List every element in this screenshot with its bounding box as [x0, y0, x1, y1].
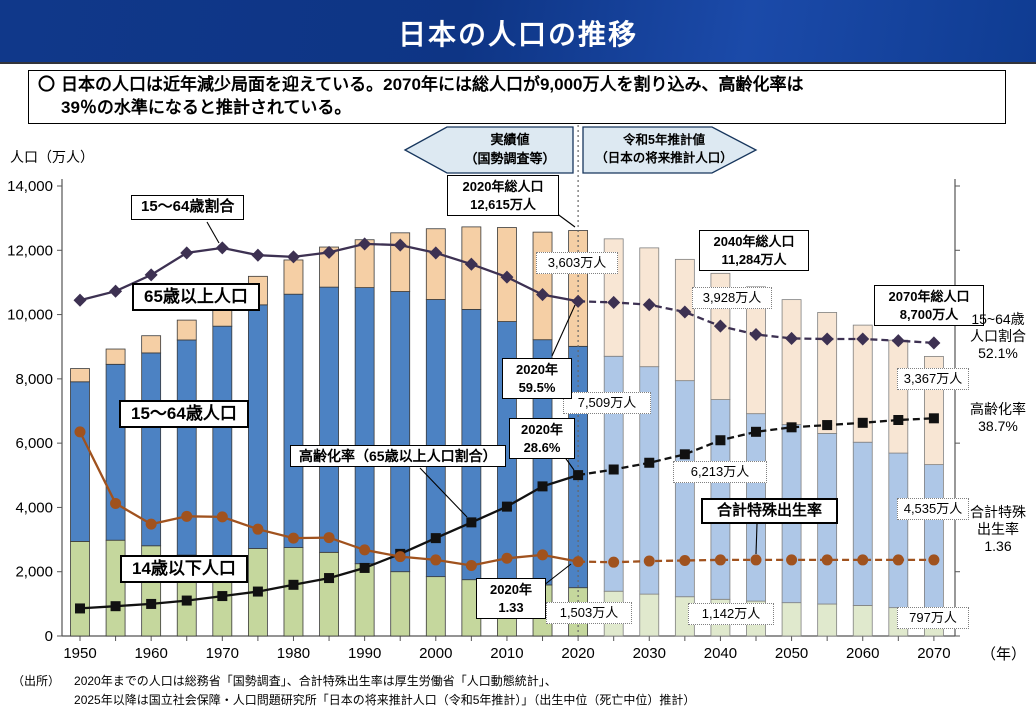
callout-total-2040: 2040年総人口 11,284万人 — [699, 230, 809, 272]
y-axis-title: 人口（万人） — [10, 149, 94, 165]
label-aging-rate: 高齢化率（65歳以上人口割合） — [290, 445, 506, 468]
end-label-aging: 高齢化率 38.7% — [970, 401, 1026, 435]
svg-text:2050: 2050 — [775, 645, 808, 662]
value-2040-65plus: 3,928万人 — [692, 287, 772, 310]
end-label-tfr: 合計特殊 出生率 1.36 — [970, 504, 1026, 555]
callout-2020-aging: 2020年 28.6% — [509, 418, 575, 460]
svg-text:14,000: 14,000 — [7, 178, 53, 195]
label-pop-15-64: 15～64歳人口 — [119, 400, 249, 429]
svg-text:6,000: 6,000 — [15, 435, 53, 452]
callout-2020-ratio: 2020年 59.5% — [502, 358, 572, 400]
value-2070-15-64: 4,535万人 — [897, 498, 969, 521]
svg-text:2000: 2000 — [419, 645, 452, 662]
svg-text:2010: 2010 — [490, 645, 523, 662]
source-note: （出所） 2020年までの人口は総務省「国勢調査」、合計特殊出生率は厚生労働省「… — [12, 672, 695, 709]
value-2020-15-64: 7,509万人 — [563, 392, 651, 415]
summary-bullet: 〇 — [38, 75, 55, 94]
svg-text:1970: 1970 — [206, 645, 239, 662]
svg-text:2,000: 2,000 — [15, 564, 53, 581]
svg-text:2070: 2070 — [917, 645, 950, 662]
svg-text:12,000: 12,000 — [7, 242, 53, 259]
svg-text:4,000: 4,000 — [15, 499, 53, 516]
svg-text:2040: 2040 — [704, 645, 737, 662]
value-2040-15-64: 6,213万人 — [673, 461, 767, 484]
summary-text: 日本の人口は近年減少局面を迎えている。2070年には総人口が9,000万人を割り… — [61, 75, 804, 117]
value-2020-65plus: 3,603万人 — [536, 252, 618, 275]
label-pop-0-14: 14歳以下人口 — [120, 555, 248, 584]
summary-box: 〇 日本の人口は近年減少局面を迎えている。2070年には総人口が9,000万人を… — [28, 70, 1006, 124]
svg-text:2060: 2060 — [846, 645, 879, 662]
svg-text:8,000: 8,000 — [15, 371, 53, 388]
end-label-ratio: 15~64歳 人口割合 52.1% — [970, 311, 1026, 362]
label-pop-65plus: 65歳以上人口 — [132, 283, 260, 312]
svg-text:1980: 1980 — [277, 645, 310, 662]
value-2040-0-14: 1,142万人 — [688, 603, 774, 626]
svg-text:2030: 2030 — [633, 645, 666, 662]
label-tfr: 合計特殊出生率 — [701, 498, 839, 525]
value-2070-0-14: 797万人 — [897, 607, 969, 630]
source-prefix: （出所） — [12, 674, 61, 688]
svg-text:2020: 2020 — [561, 645, 594, 662]
callout-total-2020: 2020年総人口 12,615万人 — [447, 175, 559, 217]
svg-text:1950: 1950 — [63, 645, 96, 662]
x-axis-unit: （年） — [981, 646, 1027, 663]
period-arrow-projection-label: 令和5年推計値 （日本の将来推計人口） — [595, 133, 733, 166]
svg-text:1990: 1990 — [348, 645, 381, 662]
period-arrow-actual-label: 実績値 （国勢調査等） — [464, 132, 556, 166]
callout-2020-tfr: 2020年 1.33 — [476, 578, 546, 620]
value-2020-0-14: 1,503万人 — [546, 602, 632, 625]
callout-total-2070: 2070年総人口 8,700万人 — [874, 285, 984, 327]
svg-text:10,000: 10,000 — [7, 307, 53, 324]
svg-text:1960: 1960 — [134, 645, 167, 662]
title-banner: 日本の人口の推移 — [0, 0, 1036, 64]
value-2070-65plus: 3,367万人 — [897, 368, 969, 391]
svg-text:0: 0 — [45, 628, 53, 645]
label-ratio-15-64: 15～64歳割合 — [131, 195, 245, 220]
source-text: 2020年までの人口は総務省「国勢調査」、合計特殊出生率は厚生労働省「人口動態統… — [74, 674, 696, 707]
page-title: 日本の人口の推移 — [397, 19, 638, 50]
